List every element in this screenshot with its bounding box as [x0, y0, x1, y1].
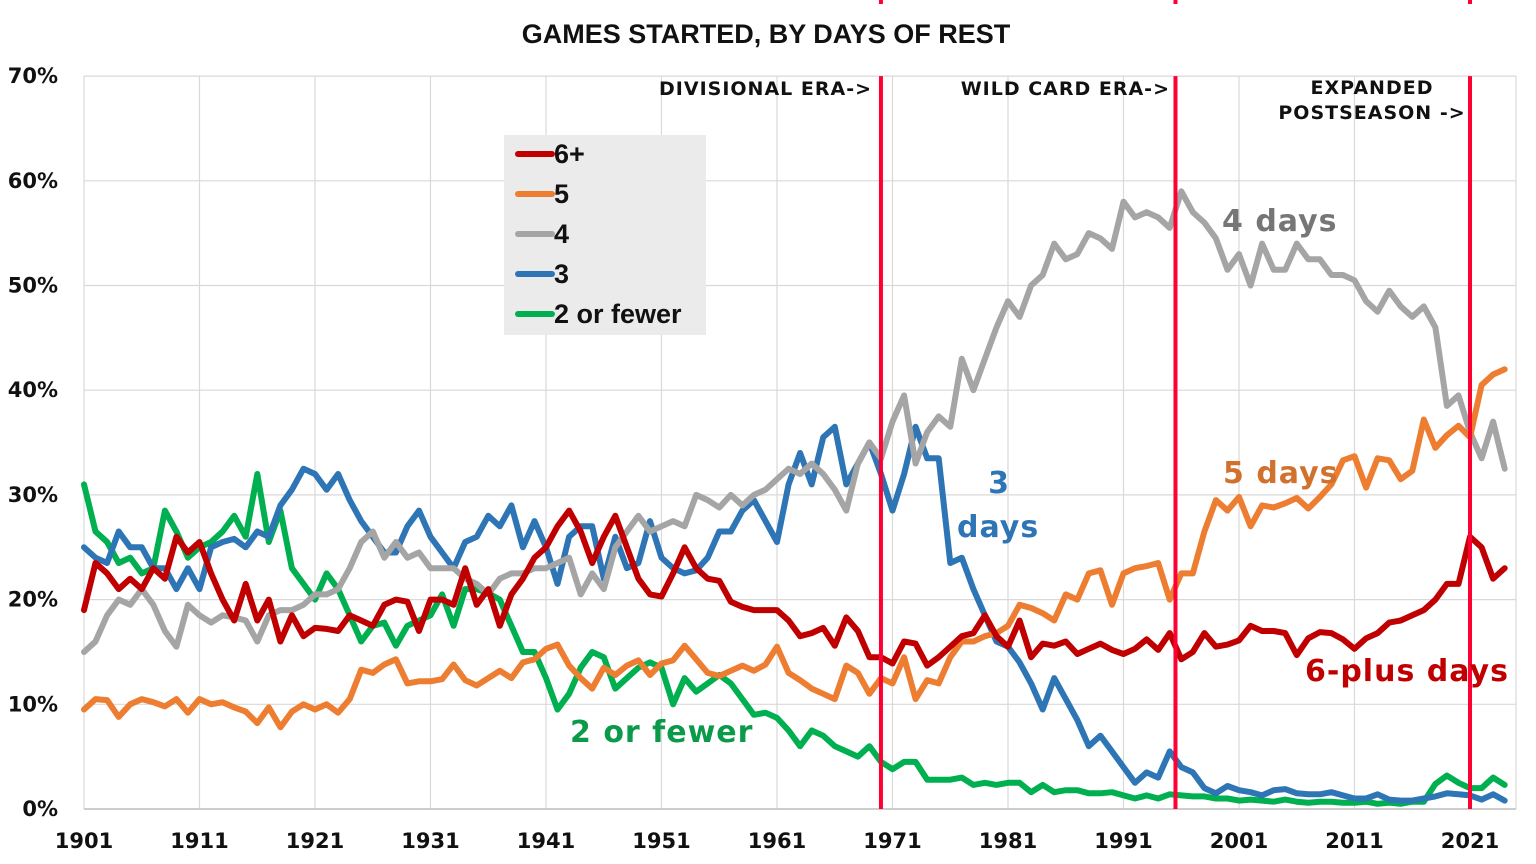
x-tick-label: 1941: [517, 829, 575, 853]
x-tick-label: 2021: [1441, 829, 1499, 853]
legend-label-5: 5: [554, 179, 569, 209]
era-label-expanded: EXPANDED: [1311, 77, 1434, 99]
x-tick-label: 1921: [286, 829, 344, 853]
y-tick-label: 10%: [8, 692, 58, 716]
y-tick-label: 20%: [8, 588, 58, 612]
x-tick-label: 2001: [1210, 829, 1268, 853]
y-tick-label: 40%: [8, 378, 58, 402]
legend-label-4: 4: [554, 219, 569, 249]
annotation-6-plus-days: 6-plus days: [1305, 654, 1509, 689]
y-tick-label: 0%: [22, 797, 58, 821]
annotation-4-days: 4 days: [1222, 204, 1338, 239]
legend-label-6plus: 6+: [554, 139, 585, 169]
series-lines: [81, 188, 1508, 807]
x-axis-ticks: 1901 1911 1921 1931 1941 1951 1961 1971 1981 1991…: [55, 829, 1499, 853]
x-tick-label: 1931: [401, 829, 459, 853]
x-tick-label: 1991: [1094, 829, 1152, 853]
x-tick-label: 1951: [632, 829, 690, 853]
legend-label-3: 3: [554, 259, 569, 289]
series-line-4: [81, 188, 1508, 655]
series-line-2-or-fewer: [81, 471, 1508, 807]
series-line-6: [81, 507, 1508, 669]
era-label-divisional: DIVISIONAL ERA->: [659, 78, 872, 100]
legend: 6+ 5 4 3 2 or fewer: [504, 135, 706, 335]
x-tick-label: 1961: [748, 829, 806, 853]
y-tick-label: 60%: [8, 169, 58, 193]
annotation-3-days: days: [957, 510, 1039, 545]
era-label-postseason: POSTSEASON ->: [1278, 102, 1465, 124]
era-lines: [878, 0, 1472, 809]
y-tick-label: 70%: [8, 64, 58, 88]
gridlines: [83, 75, 1517, 810]
x-tick-label: 1911: [170, 829, 228, 853]
x-tick-label: 2011: [1325, 829, 1383, 853]
x-tick-label: 1901: [55, 829, 113, 853]
x-tick-label: 1981: [979, 829, 1037, 853]
y-tick-label: 30%: [8, 483, 58, 507]
chart-title: GAMES STARTED, BY DAYS OF REST: [522, 19, 1011, 49]
legend-label-2-or-fewer: 2 or fewer: [554, 299, 682, 329]
series-line-5: [81, 366, 1508, 731]
annotation-5-days: 5 days: [1223, 456, 1339, 491]
x-tick-label: 1971: [863, 829, 921, 853]
y-axis-ticks: 0% 10% 20% 30% 40% 50% 60% 70%: [8, 64, 58, 821]
era-label-wild-card: WILD CARD ERA->: [961, 78, 1170, 100]
annotation-2-or-fewer: 2 or fewer: [570, 715, 753, 750]
annotation-3: 3: [988, 466, 1010, 501]
y-tick-label: 50%: [8, 274, 58, 298]
